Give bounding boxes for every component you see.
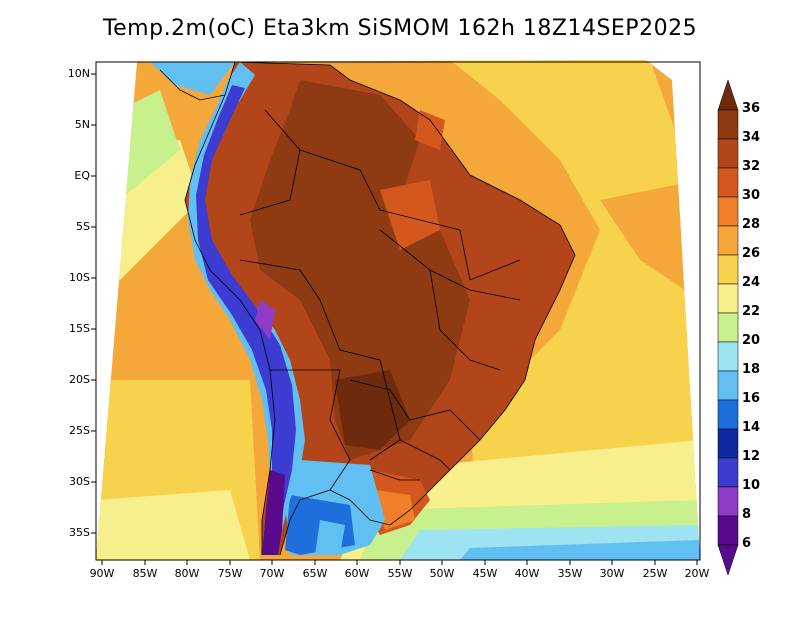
- lon-label: 75W: [217, 567, 243, 580]
- colorbar-label: 24: [742, 275, 761, 290]
- land-very-hot: [250, 80, 470, 460]
- colorbar-label: 20: [742, 333, 761, 348]
- colorbar-label: 32: [742, 159, 761, 174]
- colorbar-label: 8: [742, 507, 752, 522]
- guiana-patch: [415, 110, 445, 150]
- coastline-east: [234, 61, 576, 556]
- lon-label: 60W: [344, 567, 370, 580]
- pacific-far-south: [96, 490, 250, 560]
- lat-label: 25S: [69, 424, 90, 437]
- lon-label: 40W: [514, 567, 540, 580]
- colorbar-label: 30: [742, 188, 761, 203]
- lat-label: 15S: [69, 322, 90, 335]
- argentina-border: [270, 369, 351, 491]
- uruguay-border: [369, 469, 420, 481]
- lon-label: 80W: [174, 567, 200, 580]
- land-extreme-hot: [335, 370, 410, 450]
- colorbar-label: 22: [742, 304, 761, 319]
- brazil-states-1: [379, 229, 521, 301]
- axis-ticks: [91, 73, 698, 565]
- colorbar-arrow-bottom: [717, 544, 739, 576]
- central-america: [159, 69, 226, 101]
- lat-label: 10N: [67, 67, 90, 80]
- coastline-west: [184, 61, 276, 555]
- map-frame: [95, 61, 701, 561]
- country-borders: [159, 61, 576, 556]
- colorbar-label: 36: [742, 101, 761, 116]
- lon-label: 90W: [89, 567, 115, 580]
- map-title: Temp.2m(oC) Eta3km SiSMOM 162h 18Z14SEP2…: [102, 16, 698, 41]
- colorbar: [717, 79, 739, 576]
- lat-label: 20S: [69, 373, 90, 386]
- lon-label: 30W: [599, 567, 625, 580]
- colorbar-label: 14: [742, 420, 761, 435]
- argentina-south-patch: [315, 520, 345, 555]
- brazil-states-3: [459, 229, 521, 281]
- caribbean-cool: [150, 62, 235, 95]
- patagonia-cold: [262, 470, 285, 555]
- brazil-states-2: [429, 269, 501, 371]
- colorbar-label: 34: [742, 130, 761, 145]
- lat-label: 30S: [69, 475, 90, 488]
- lon-label: 45W: [472, 567, 498, 580]
- colombia-border: [239, 109, 301, 216]
- lon-label: 35W: [557, 567, 583, 580]
- colorbar-label: 18: [742, 362, 761, 377]
- paraguay-border: [349, 379, 411, 421]
- brazil-states-5: [399, 439, 451, 471]
- colorbar-label: 26: [742, 246, 761, 261]
- lon-label: 65W: [302, 567, 328, 580]
- colorbar-label: 28: [742, 217, 761, 232]
- lat-label: EQ: [74, 169, 90, 182]
- lat-label: 5S: [76, 220, 90, 233]
- amazon-patch: [380, 180, 440, 250]
- brazil-states-4: [409, 409, 481, 441]
- colorbar-label: 12: [742, 449, 761, 464]
- colorbar-label: 6: [742, 536, 752, 551]
- south-atlantic-band-4: [460, 540, 700, 560]
- lon-label: 70W: [259, 567, 285, 580]
- lon-label: 20W: [684, 567, 710, 580]
- lat-label: 35S: [69, 526, 90, 539]
- lat-label: 5N: [74, 118, 90, 131]
- andes-cold: [196, 85, 296, 555]
- lon-label: 85W: [132, 567, 158, 580]
- lon-label: 25W: [642, 567, 668, 580]
- colorbar-arrow-top: [717, 79, 739, 111]
- lat-label: 10S: [69, 271, 90, 284]
- peru-bolivia-border: [239, 259, 401, 461]
- atlantic-mild-region: [450, 60, 700, 560]
- colorbar-label: 10: [742, 478, 761, 493]
- lon-label: 55W: [387, 567, 413, 580]
- colorbar-label: 16: [742, 391, 761, 406]
- venezuela-brazil-border: [299, 149, 461, 231]
- altiplano-cold: [255, 300, 275, 340]
- atlantic-warm-patch: [600, 180, 700, 300]
- lon-label: 50W: [429, 567, 455, 580]
